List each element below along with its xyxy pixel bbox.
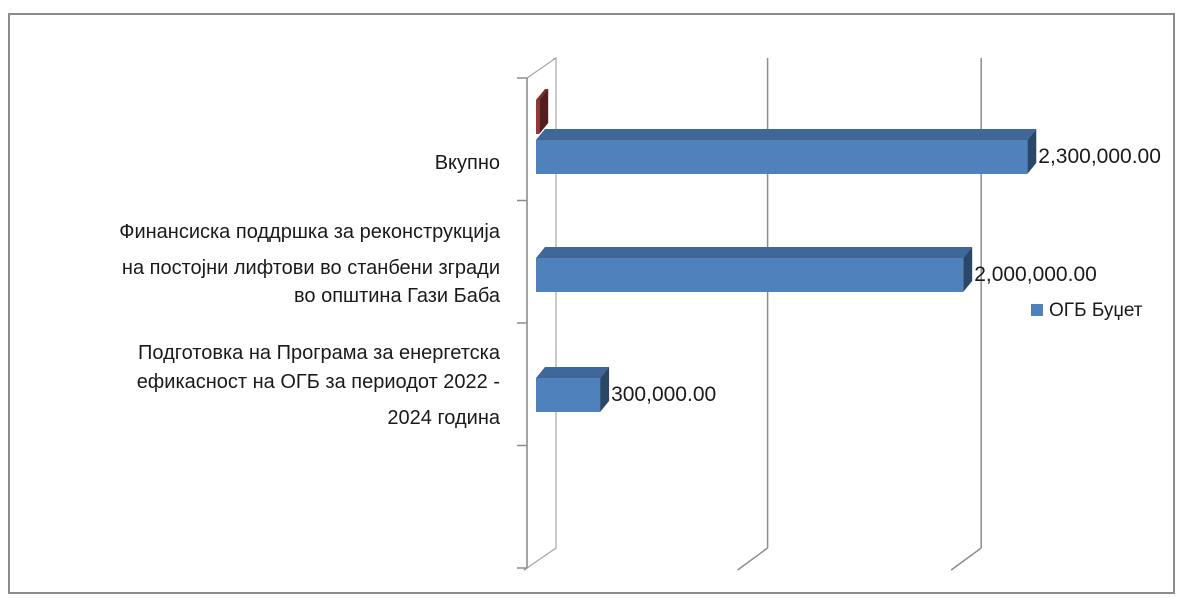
bar-side-0-1 — [963, 247, 973, 292]
category-label-2-1: ефикасност на ОГБ за периодот 2022 - — [137, 371, 500, 393]
category-label-1-1: на постојни лифтови во станбени згради — [122, 257, 500, 279]
bar-side-0-0 — [1027, 129, 1037, 174]
bar-side-0-2 — [600, 367, 610, 412]
bars — [536, 89, 1037, 412]
gridline-floor-2 — [950, 547, 982, 571]
category-label-1-2: во општина Гази Баба — [294, 285, 501, 307]
data-label-1: 2,000,000.00 — [974, 263, 1097, 286]
bar-1-0 — [536, 100, 540, 134]
category-label-1-0: Финансиска поддршка за реконструкција — [119, 221, 501, 243]
data-label-2: 300,000.00 — [611, 383, 716, 406]
bar-top-0-1 — [536, 247, 973, 258]
bar-0-0 — [536, 140, 1028, 174]
bar-top-0-0 — [536, 129, 1037, 140]
gridline-floor-1 — [737, 547, 769, 571]
gridlines — [517, 56, 982, 571]
category-label-2-2: 2024 година — [387, 407, 500, 429]
category-label-0-0: Вкупно — [435, 152, 500, 174]
bar-0-2 — [536, 378, 601, 412]
data-label-0: 2,300,000.00 — [1038, 145, 1161, 168]
labels: 2,300,000.00 2,000,000.00 300,000.00 Вкупно… — [119, 145, 1161, 429]
bar-top-0-2 — [536, 367, 610, 378]
category-label-2-0: Подготовка на Програма за енергетска — [138, 342, 501, 364]
bar-side-1-0 — [539, 89, 549, 134]
bar-0-1 — [536, 258, 964, 292]
legend-label: ОГБ Буџет — [1049, 300, 1143, 321]
bar-top-1-0 — [536, 89, 549, 100]
legend-swatch — [1031, 304, 1043, 316]
legend: ОГБ Буџет — [1031, 300, 1143, 321]
